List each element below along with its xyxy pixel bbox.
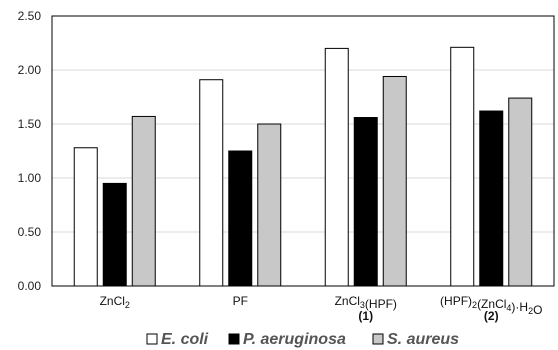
bar-s-aureus	[508, 97, 533, 287]
legend-label: S. aureus	[387, 331, 459, 348]
legend-item: P. aeruginosa	[228, 331, 346, 348]
legend-swatch	[228, 333, 240, 345]
bar-p-aeruginosa	[353, 117, 378, 287]
compound-number-label: (1)	[358, 309, 373, 323]
bar-s-aureus	[257, 123, 282, 287]
bar-e-coli	[450, 46, 475, 287]
legend-swatch	[372, 333, 384, 345]
bar-p-aeruginosa	[228, 150, 253, 287]
legend-label: E. coli	[161, 331, 209, 348]
bar-p-aeruginosa	[102, 182, 127, 287]
category-label: (HPF)2(ZnCl4)·H2O	[440, 294, 542, 317]
bar-e-coli	[199, 79, 224, 287]
compound-number-label: (2)	[484, 309, 499, 323]
legend-item: S. aureus	[372, 331, 459, 348]
y-tick-label: 0.00	[18, 279, 42, 293]
bar-p-aeruginosa	[479, 110, 504, 287]
y-tick-label: 1.00	[18, 171, 42, 185]
y-tick-label: 0.50	[18, 225, 42, 239]
legend-label: P. aeruginosa	[243, 331, 346, 348]
bar-s-aureus	[382, 75, 407, 287]
y-tick-label: 1.50	[18, 117, 42, 131]
y-tick-label: 2.50	[18, 9, 42, 23]
legend-swatch	[146, 333, 158, 345]
bar-e-coli	[73, 147, 98, 287]
plot-frame	[51, 15, 555, 287]
category-label: PF	[233, 294, 248, 308]
bar-s-aureus	[131, 115, 156, 287]
category-label: ZnCl2	[100, 294, 130, 310]
y-tick-label: 2.00	[18, 63, 42, 77]
legend-item: E. coli	[146, 331, 209, 348]
category-label: ZnCl3(HPF)	[335, 294, 397, 311]
bar-e-coli	[324, 47, 349, 287]
